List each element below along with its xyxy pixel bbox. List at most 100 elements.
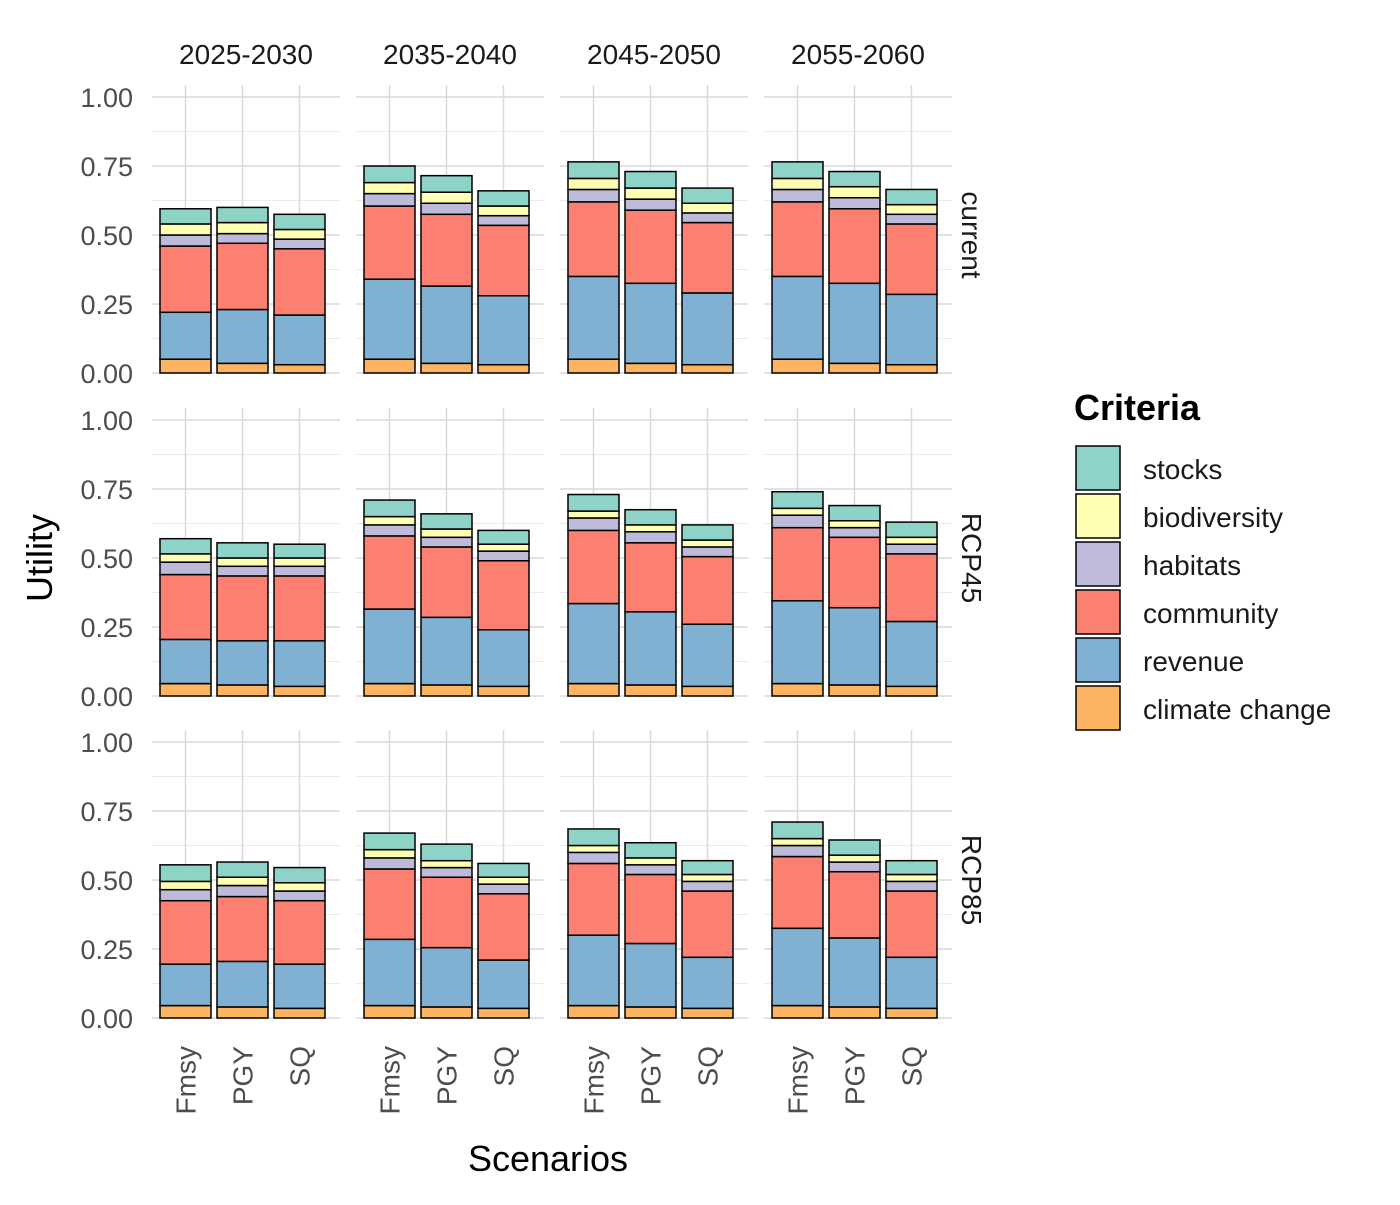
bar-segment-community-fmsy <box>567 862 620 936</box>
bar-segment-habitats-pgy <box>216 884 269 898</box>
bar-segment-stocks-fmsy <box>159 537 212 555</box>
bar-segment-biodiversity-pgy <box>216 876 269 887</box>
bar-segment-stocks-sq <box>273 213 326 231</box>
bar-segment-habitats-pgy <box>828 861 881 873</box>
bar-segment-revenue-pgy <box>420 616 473 686</box>
bar-segment-community-pgy <box>420 876 473 949</box>
x-tick-label-fmsy: Fmsy <box>171 1046 202 1114</box>
facet-col-label-2045-2050: 2045-2050 <box>587 39 721 70</box>
bar-segment-habitats-fmsy <box>363 192 416 207</box>
bar-segment-habitats-pgy <box>828 526 881 539</box>
bar-segment-climate-change-sq <box>477 1007 530 1019</box>
bar-segment-stocks-pgy <box>216 861 269 878</box>
bar-segment-community-sq <box>681 890 734 959</box>
bar-segment-climate-change-fmsy <box>363 682 416 697</box>
bar-segment-revenue-sq <box>273 314 326 366</box>
bar-segment-climate-change-fmsy <box>771 1004 824 1019</box>
bar-segment-habitats-pgy <box>216 232 269 245</box>
bar-segment-climate-change-fmsy <box>567 1004 620 1019</box>
x-tick-label-fmsy: Fmsy <box>783 1046 814 1114</box>
bar-segment-stocks-fmsy <box>159 864 212 883</box>
legend: Criteria stocks biodiversity habitats commu… <box>1074 387 1331 731</box>
bar-segment-revenue-sq <box>681 292 734 366</box>
bar-segment-community-pgy <box>624 873 677 945</box>
bar-segment-community-fmsy <box>159 573 212 641</box>
bar-segment-stocks-fmsy <box>363 832 416 851</box>
bar-segment-community-fmsy <box>159 899 212 965</box>
bar-segment-community-pgy <box>624 542 677 613</box>
bar-segment-habitats-sq <box>681 880 734 892</box>
bar-segment-climate-change-fmsy <box>771 682 824 697</box>
bar-segment-stocks-sq <box>681 524 734 541</box>
bar-segment-stocks-pgy <box>216 206 269 224</box>
bar-segment-climate-change-sq <box>885 1007 938 1019</box>
panel-rcp45-2025-2030 <box>159 537 326 697</box>
bar-segment-revenue-fmsy <box>567 934 620 1007</box>
bar-segment-biodiversity-sq <box>681 873 734 883</box>
bar-segment-community-sq <box>681 221 734 294</box>
bar-segment-habitats-fmsy <box>771 844 824 858</box>
y-tick-label: 0.75 <box>80 152 133 182</box>
bar-segment-stocks-sq <box>477 190 530 207</box>
bar-segment-revenue-fmsy <box>363 938 416 1007</box>
y-tick-label: 0.00 <box>80 359 133 389</box>
bar-segment-habitats-pgy <box>828 196 881 210</box>
legend-title: Criteria <box>1074 387 1201 428</box>
bar-segment-climate-change-pgy <box>420 684 473 697</box>
bar-segment-stocks-pgy <box>624 170 677 189</box>
bar-segment-habitats-pgy <box>216 565 269 577</box>
bar-segment-stocks-sq <box>681 859 734 876</box>
panel-current-2035-2040 <box>363 165 530 374</box>
bar-segment-biodiversity-sq <box>477 876 530 885</box>
legend-label-revenue: revenue <box>1143 646 1244 677</box>
bar-segment-biodiversity-sq <box>681 539 734 548</box>
bar-segment-climate-change-sq <box>681 363 734 374</box>
bar-segment-community-sq <box>273 248 326 316</box>
bar-segment-community-pgy <box>420 546 473 619</box>
facet-row-label-rcp85: RCP85 <box>956 835 987 925</box>
bar-segment-stocks-fmsy <box>771 821 824 840</box>
bar-segment-habitats-fmsy <box>363 524 416 537</box>
bar-segment-stocks-sq <box>885 521 938 539</box>
bar-segment-stocks-fmsy <box>771 161 824 180</box>
bar-segment-community-pgy <box>828 208 881 285</box>
bar-segment-climate-change-pgy <box>828 684 881 697</box>
bar-segment-climate-change-fmsy <box>567 358 620 374</box>
bar-segment-community-pgy <box>216 575 269 642</box>
y-tick-label: 0.25 <box>80 290 133 320</box>
bar-segment-community-fmsy <box>363 868 416 941</box>
x-tick-label-sq: SQ <box>285 1046 316 1086</box>
legend-label-community: community <box>1143 598 1278 629</box>
bar-segment-biodiversity-sq <box>477 543 530 552</box>
bar-segment-revenue-pgy <box>624 282 677 365</box>
bar-segment-climate-change-sq <box>273 1007 326 1019</box>
bar-segment-community-sq <box>885 890 938 959</box>
bar-segment-stocks-pgy <box>420 843 473 862</box>
bar-segment-habitats-fmsy <box>567 851 620 865</box>
x-tick-label-pgy: PGY <box>432 1046 463 1105</box>
bar-segment-biodiversity-pgy <box>828 519 881 529</box>
bar-segment-revenue-fmsy <box>159 963 212 1007</box>
bar-segment-habitats-fmsy <box>567 517 620 532</box>
bar-segment-habitats-pgy <box>624 198 677 211</box>
bar-segment-revenue-pgy <box>216 960 269 1008</box>
bar-segment-biodiversity-sq <box>885 203 938 216</box>
bar-segment-habitats-sq <box>477 214 530 227</box>
bar-segment-biodiversity-sq <box>885 536 938 545</box>
x-tick-label-pgy: PGY <box>636 1046 667 1105</box>
bar-segment-climate-change-fmsy <box>159 1004 212 1019</box>
bar-segment-biodiversity-pgy <box>216 221 269 235</box>
bar-segment-habitats-fmsy <box>363 857 416 870</box>
bar-segment-biodiversity-fmsy <box>363 181 416 195</box>
bar-segment-habitats-sq <box>273 565 326 577</box>
y-tick-label: 0.50 <box>80 544 133 574</box>
bar-segment-climate-change-pgy <box>624 1006 677 1019</box>
x-tick-label-sq: SQ <box>897 1046 928 1086</box>
x-tick-label-fmsy: Fmsy <box>579 1046 610 1114</box>
bar-segment-revenue-sq <box>273 963 326 1010</box>
bar-segment-revenue-fmsy <box>567 602 620 685</box>
bar-segment-revenue-fmsy <box>771 600 824 685</box>
bar-segment-climate-change-pgy <box>624 684 677 697</box>
bar-segment-community-sq <box>273 899 326 965</box>
bar-segment-stocks-pgy <box>624 841 677 859</box>
